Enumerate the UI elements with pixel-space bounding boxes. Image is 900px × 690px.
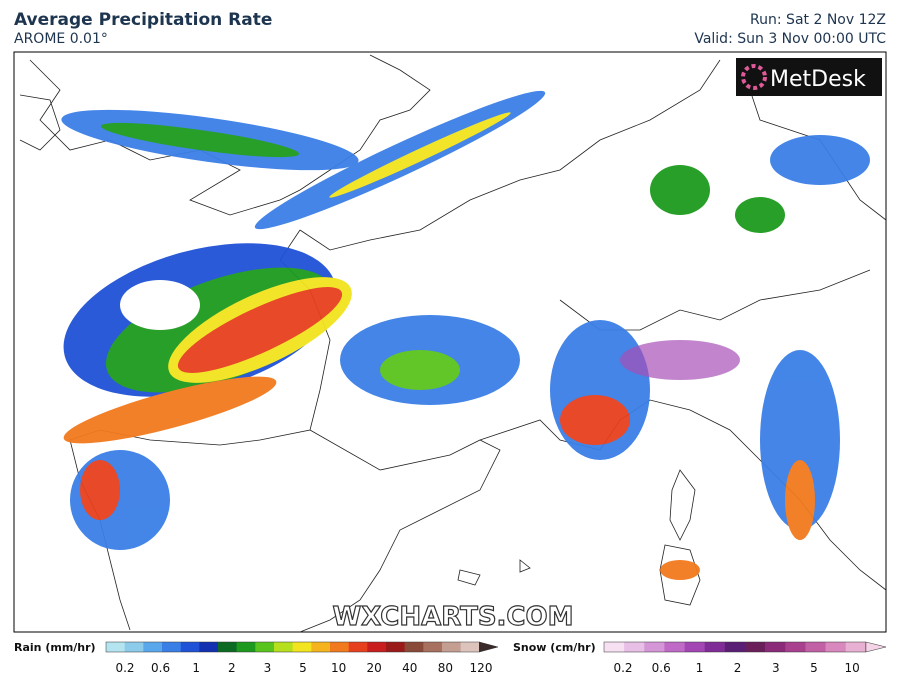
rain-tick-label: 0.2 — [115, 661, 134, 675]
logo-icon — [741, 64, 767, 90]
rain-color-segment — [386, 642, 405, 652]
snow-color-segment — [745, 642, 766, 652]
snow-color-segment — [664, 642, 685, 652]
snow-color-segment — [684, 642, 706, 652]
rain-bar-outline — [105, 641, 480, 653]
rain-color-segment — [330, 642, 349, 652]
rain-color-segment — [423, 642, 443, 652]
rain-tick-label: 1 — [192, 661, 200, 675]
rain-color-segment — [236, 642, 256, 652]
title: Average Precipitation Rate — [14, 10, 273, 30]
snow-color-segment — [825, 642, 847, 652]
rain-color-segment — [367, 642, 387, 652]
rain-tick-label: 80 — [438, 661, 453, 675]
snow-color-segment — [765, 642, 786, 652]
rain-color-segment — [106, 642, 125, 652]
snow-tick-label: 0.6 — [652, 661, 671, 675]
rain-color-segment — [218, 642, 237, 652]
run-time: Run: Sat 2 Nov 12Z — [750, 12, 886, 28]
snow-bar-outline — [603, 641, 867, 653]
snow-color-segment — [604, 642, 625, 652]
rain-color-segment — [199, 642, 219, 652]
rain-color-segment — [348, 642, 368, 652]
rain-color-arrow — [479, 641, 499, 653]
rain-tick-label: 5 — [299, 661, 307, 675]
rain-tick-label: 20 — [367, 661, 382, 675]
rain-color-segment — [404, 642, 424, 652]
snow-tick-label: 1 — [696, 661, 704, 675]
snow-tick-label: 0.2 — [613, 661, 632, 675]
rain-color-segment — [162, 642, 181, 652]
snow-color-segment — [845, 642, 867, 652]
rain-color-segment — [442, 642, 461, 652]
rain-tick-label: 0.6 — [151, 661, 170, 675]
rain-tick-label: 2 — [228, 661, 236, 675]
snow-color-segment — [704, 642, 726, 652]
rain-color-segment — [180, 642, 200, 652]
valid-time: Valid: Sun 3 Nov 00:00 UTC — [694, 31, 886, 47]
watermark: WXCHARTS.COM — [332, 602, 573, 632]
model: AROME 0.01° — [14, 31, 108, 47]
rain-color-segment — [143, 642, 163, 652]
snow-tick-label: 2 — [734, 661, 742, 675]
snow-color-segment — [805, 642, 826, 652]
snow-tick-label: 10 — [845, 661, 860, 675]
snow-color-segment — [644, 642, 665, 652]
rain-tick-label: 10 — [331, 661, 346, 675]
rain-legend-label: Rain (mm/hr) — [14, 641, 96, 654]
rain-color-segment — [255, 642, 275, 652]
snow-tick-label: 3 — [772, 661, 780, 675]
snow-legend-label: Snow (cm/hr) — [513, 641, 596, 654]
rain-color-segment — [460, 642, 480, 652]
rain-color-segment — [274, 642, 293, 652]
logo-box — [736, 58, 882, 96]
snow-color-segment — [624, 642, 645, 652]
logo: MetDesk — [770, 67, 866, 92]
rain-tick-label: 3 — [264, 661, 272, 675]
snow-color-segment — [785, 642, 806, 652]
rain-tick-label: 120 — [470, 661, 493, 675]
precipitation — [61, 90, 870, 580]
rain-color-segment — [311, 642, 331, 652]
rain-color-segment — [124, 642, 144, 652]
snow-color-arrow — [865, 641, 887, 653]
rain-tick-label: 40 — [402, 661, 417, 675]
snow-color-segment — [724, 642, 746, 652]
snow-tick-label: 5 — [810, 661, 818, 675]
rain-color-segment — [292, 642, 312, 652]
